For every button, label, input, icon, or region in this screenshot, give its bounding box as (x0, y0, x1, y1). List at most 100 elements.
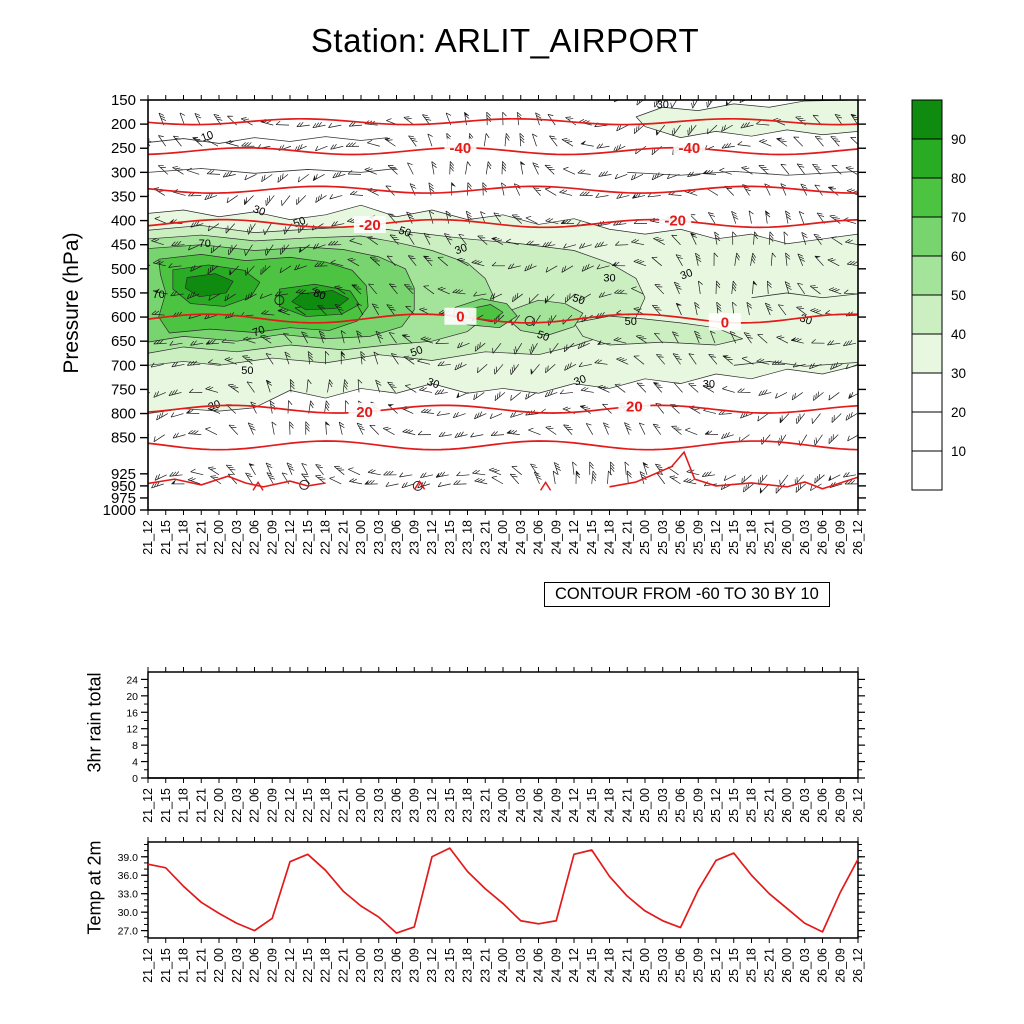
time-tick-label: 23_06 (390, 520, 404, 555)
time-tick-label: 22_09 (265, 948, 279, 983)
temperature-contour-label: -20 (664, 212, 686, 229)
time-tick-label: 24_06 (532, 948, 546, 983)
temperature-contour-label: -40 (679, 140, 701, 157)
contour-label: 10 (200, 129, 216, 144)
contour-label: 30 (425, 376, 441, 391)
time-tick-label: 25_12 (709, 948, 723, 983)
time-tick-label: 23_06 (390, 948, 404, 983)
time-tick-label: 25_03 (656, 520, 670, 555)
time-tick-label: 21_21 (194, 520, 208, 555)
time-tick-label: 26_03 (798, 520, 812, 555)
time-tick-label: 25_03 (656, 948, 670, 983)
time-tick-label: 23_03 (372, 948, 386, 983)
time-tick-label: 23_03 (372, 788, 386, 823)
time-tick-label: 21_15 (159, 520, 173, 555)
station-title: Station: ARLIT_AIRPORT (310, 22, 700, 59)
time-tick-label: 24_06 (532, 788, 546, 823)
time-tick-label: 23_21 (478, 788, 492, 823)
time-tick-label: 24_09 (549, 520, 563, 555)
contour-label: 30 (251, 203, 267, 218)
pressure-tick-label: 400 (111, 213, 136, 230)
time-tick-label: 22_03 (230, 520, 244, 555)
temperature-contours (148, 117, 858, 491)
temperature-contour-label: 20 (356, 404, 373, 421)
temp-tick-label: 27.0 (118, 926, 139, 938)
time-tick-label: 23_09 (407, 788, 421, 823)
pressure-tick-label: 450 (111, 237, 136, 254)
time-tick-label: 22_18 (319, 948, 333, 983)
time-tick-label: 21_21 (194, 788, 208, 823)
time-tick-label: 24_00 (496, 520, 510, 555)
temperature-contour-label: -20 (359, 217, 381, 234)
pressure-tick-label: 650 (111, 333, 136, 350)
time-tick-label: 21_18 (177, 520, 191, 555)
time-tick-label: 23_00 (354, 520, 368, 555)
time-tick-label: 23_15 (443, 520, 457, 555)
time-tick-label: 24_18 (603, 948, 617, 983)
time-tick-label: 26_09 (833, 788, 847, 823)
time-tick-label: 22_06 (248, 788, 262, 823)
time-tick-label: 24_03 (514, 948, 528, 983)
time-tick-label: 25_15 (727, 788, 741, 823)
time-tick-label: 23_21 (478, 520, 492, 555)
pressure-tick-label: 350 (111, 188, 136, 205)
time-tick-label: 26_09 (833, 520, 847, 555)
time-tick-label: 22_03 (230, 788, 244, 823)
time-tick-label: 25_09 (691, 520, 705, 555)
time-tick-label: 24_15 (585, 948, 599, 983)
time-tick-label: 23_09 (407, 948, 421, 983)
contour-label: 80 (312, 287, 328, 302)
contour-label: 30 (703, 378, 715, 390)
contour-label: 30 (603, 272, 615, 284)
time-tick-label: 24_18 (603, 520, 617, 555)
pressure-tick-label: 300 (111, 164, 136, 181)
time-tick-label: 24_00 (496, 948, 510, 983)
time-tick-label: 23_00 (354, 788, 368, 823)
colorbar-tick-label: 80 (951, 171, 966, 186)
contour-label: 50 (241, 365, 253, 377)
rain-tick-label: 0 (132, 773, 138, 785)
time-tick-label: 23_06 (390, 788, 404, 823)
time-tick-label: 22_12 (283, 788, 297, 823)
colorbar-tick-label: 70 (951, 210, 966, 225)
time-tick-label: 25_12 (709, 520, 723, 555)
time-tick-label: 23_12 (425, 788, 439, 823)
time-tick-label: 25_00 (638, 788, 652, 823)
temp-tick-label: 30.0 (118, 907, 139, 919)
time-tick-label: 24_09 (549, 788, 563, 823)
time-tick-label: 22_21 (336, 788, 350, 823)
temperature-contour-label: 0 (721, 314, 729, 331)
time-tick-label: 23_21 (478, 948, 492, 983)
pressure-tick-label: 1000 (103, 502, 136, 519)
time-tick-label: 25_09 (691, 788, 705, 823)
temperature-contour-label: 20 (626, 398, 643, 415)
temperature-contour-label: 0 (456, 309, 464, 326)
time-tick-label: 22_21 (336, 948, 350, 983)
time-tick-label: 26_06 (816, 948, 830, 983)
colorbar-tick-label: 30 (951, 366, 966, 381)
time-tick-label: 22_15 (301, 948, 315, 983)
time-tick-label: 25_06 (674, 948, 688, 983)
colorbar-tick-label: 50 (951, 288, 966, 303)
time-tick-label: 23_12 (425, 948, 439, 983)
time-tick-label: 24_00 (496, 788, 510, 823)
pressure-tick-label: 800 (111, 406, 136, 423)
time-tick-label: 24_15 (585, 520, 599, 555)
time-tick-label: 21_12 (141, 520, 155, 555)
time-tick-label: 25_21 (762, 520, 776, 555)
colorbar-tick-label: 20 (951, 405, 966, 420)
time-tick-label: 24_09 (549, 948, 563, 983)
colorbar-tick-label: 90 (951, 132, 966, 147)
pressure-panel-axes: 1502002503003504004505005506006507007508… (103, 92, 866, 555)
time-tick-label: 24_12 (567, 948, 581, 983)
time-tick-label: 26_03 (798, 948, 812, 983)
time-tick-label: 23_15 (443, 948, 457, 983)
pressure-tick-label: 550 (111, 285, 136, 302)
time-tick-label: 22_12 (283, 948, 297, 983)
pressure-tick-label: 600 (111, 309, 136, 326)
contour-label: 50 (535, 329, 551, 344)
time-tick-label: 25_21 (762, 948, 776, 983)
time-tick-label: 26_09 (833, 948, 847, 983)
time-tick-label: 22_12 (283, 520, 297, 555)
colorbar-tick-label: 60 (951, 249, 966, 264)
